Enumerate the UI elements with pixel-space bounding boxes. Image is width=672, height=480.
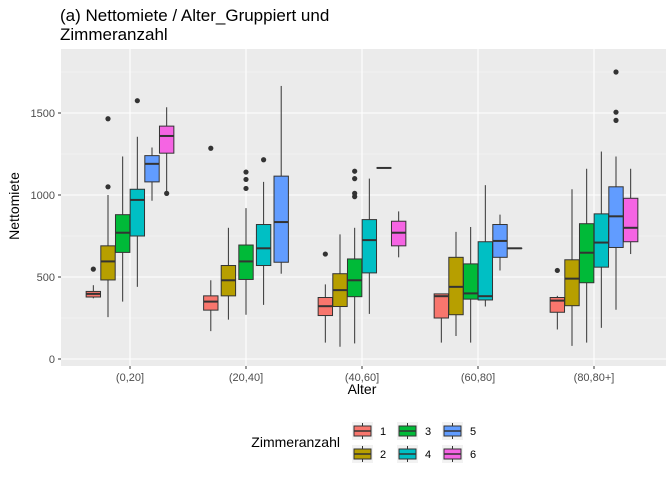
box-4-1: [255, 157, 272, 305]
box-2-0: [100, 116, 116, 318]
legend-key-5: 5: [442, 422, 476, 440]
axes: 0 500 1000 1500 (0,20] (20,40] (40,60] (60,80] (…: [31, 108, 615, 384]
box: [255, 224, 272, 267]
y-tick-label: 0: [49, 354, 55, 366]
box-2-3: [448, 231, 464, 337]
x-tick-label: (80,80+]: [574, 372, 615, 384]
legend-label: 3: [425, 426, 431, 438]
box: [564, 259, 580, 307]
legend-label: 2: [380, 449, 386, 461]
x-tick-label: (60,80]: [461, 372, 495, 384]
grid-lines: [61, 49, 666, 366]
box-3-1: [238, 169, 254, 315]
x-tick-label: (0,20]: [116, 372, 144, 384]
y-tick-label: 1500: [31, 108, 55, 120]
box-1-1: [203, 145, 219, 332]
legend-label: 1: [380, 426, 386, 438]
legend-key-3: 3: [397, 422, 431, 440]
outlier-point: [243, 185, 249, 192]
y-tick-label: 500: [37, 272, 55, 284]
box-2-4: [564, 189, 580, 346]
box-2-1: [220, 227, 237, 320]
box-6-2: [390, 211, 407, 258]
box-1-0: [85, 266, 102, 299]
box: [100, 245, 116, 281]
box-6-4: [622, 168, 639, 255]
outlier-point: [322, 251, 328, 257]
box: [433, 293, 450, 319]
legend-label: 6: [470, 449, 476, 461]
outlier-point: [105, 184, 111, 190]
outlier-point: [352, 176, 358, 182]
outlier-point: [554, 267, 560, 274]
box: [144, 155, 160, 183]
legend-key-4: 4: [397, 445, 431, 463]
box: [129, 188, 146, 237]
box-3-4: [578, 168, 595, 343]
box-1-4: [549, 267, 566, 330]
outlier-point: [613, 117, 619, 123]
outlier-point: [261, 157, 267, 163]
boxplot-marks: [85, 69, 639, 347]
outlier-point: [613, 109, 619, 115]
outlier-point: [134, 98, 140, 104]
box-5-1: [273, 85, 289, 274]
chart-title-line-1: (a) Nettomiete / Alter_Gruppiert und: [60, 6, 329, 25]
box: [477, 241, 494, 301]
box: [158, 125, 175, 154]
box-4-2: [361, 178, 378, 314]
box-1-2: [317, 251, 334, 343]
box-4-3: [477, 185, 494, 307]
box: [593, 213, 610, 268]
box-4-0: [129, 98, 146, 287]
legend-title: Zimmeranzahl: [251, 434, 340, 450]
box-5-3: [492, 214, 508, 271]
y-tick-label: 1000: [31, 190, 55, 202]
box: [361, 219, 378, 274]
box: [273, 175, 289, 263]
box-3-0: [114, 156, 131, 302]
box-6-0: [158, 107, 175, 196]
outlier-point: [208, 145, 214, 151]
plot-panel: [61, 49, 666, 366]
box: [622, 197, 639, 243]
box: [203, 295, 219, 311]
outlier-point: [105, 116, 111, 122]
legend-label: 4: [425, 449, 431, 461]
y-axis-title: Nettomiete: [6, 172, 22, 240]
legend-key-1: 1: [352, 422, 386, 440]
x-tick-label: (20,40]: [229, 372, 263, 384]
box-3-2: [346, 168, 363, 344]
box: [346, 258, 363, 298]
outlier-point: [352, 190, 358, 196]
chart-title-line-2: Zimmeranzahl: [60, 25, 168, 44]
outlier-point: [164, 190, 170, 196]
x-axis-title: Alter: [348, 381, 377, 397]
outlier-point: [352, 168, 358, 174]
x-tick-label: (40,60]: [345, 372, 379, 384]
legend-key-2: 2: [352, 445, 386, 463]
legend: Zimmeranzahl 1 2 3 4 5 6: [251, 422, 476, 463]
outlier-point: [243, 169, 249, 175]
outlier-point: [243, 176, 249, 183]
legend-label: 5: [470, 426, 476, 438]
legend-key-6: 6: [442, 445, 476, 463]
outlier-point: [90, 266, 96, 272]
outlier-point: [613, 69, 619, 75]
box-5-0: [144, 147, 160, 201]
